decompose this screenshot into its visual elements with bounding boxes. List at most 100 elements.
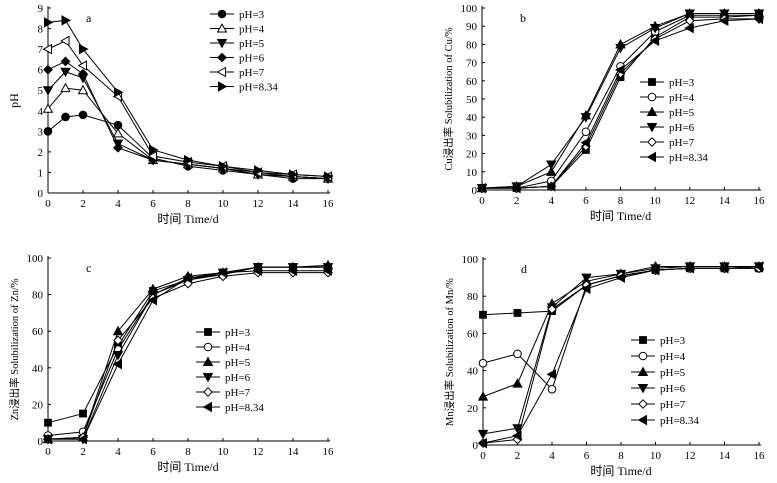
legend-marker	[216, 23, 228, 33]
legend-label: pH=5	[239, 38, 265, 50]
y-tick-label: 100	[461, 3, 478, 15]
legend-label: pH=3	[669, 77, 695, 89]
y-tick-label: 0	[472, 185, 478, 197]
x-tick-label: 2	[80, 198, 86, 210]
data-point	[546, 369, 557, 380]
legend-marker	[637, 383, 649, 394]
legend-label: pH=6	[669, 122, 695, 134]
series-pH=4	[43, 262, 333, 440]
data-point	[580, 137, 590, 148]
panel-b: 0 2 4 6 8 10 12 14 16 0 10 20 30 40 50 60 70 80 90 100 时间 Ti…	[442, 3, 765, 223]
data-point	[649, 35, 660, 47]
y-tick-label: 80	[467, 291, 479, 303]
panel-c: 0 2 4 6 8 10 12 14 16 0 20 40 60 80 100 时间 Time/d Zn浸出率 …	[8, 253, 334, 474]
x-tick-label: 2	[80, 446, 86, 458]
y-tick-label: 0	[473, 440, 479, 452]
y-tick-label: 90	[466, 21, 478, 33]
data-point	[112, 127, 124, 138]
data-point	[476, 182, 487, 194]
legend-marker	[637, 366, 649, 377]
legend: pH=3 pH=4 pH=5 pH=6 pH=7 pH=8.34	[210, 9, 278, 94]
legend-marker	[648, 78, 656, 86]
data-point	[512, 378, 523, 388]
x-tick-label: 6	[584, 450, 590, 462]
data-point	[547, 384, 557, 394]
data-point	[684, 263, 695, 274]
x-tick-label: 12	[253, 198, 264, 210]
series-line	[47, 266, 328, 424]
data-point	[684, 22, 694, 34]
x-tick-label: 2	[515, 450, 521, 462]
series-pH=5	[477, 261, 765, 401]
data-point	[77, 60, 88, 71]
x-tick-label: 14	[288, 198, 300, 210]
y-tick-label: 0	[38, 188, 44, 200]
data-point	[684, 15, 695, 26]
y-tick-label: 80	[32, 290, 44, 302]
y-tick-label: 8	[38, 24, 44, 36]
series-pH=8.34	[477, 261, 764, 449]
legend-marker	[217, 52, 227, 63]
series-line	[48, 266, 328, 440]
legend-label: pH=4	[239, 24, 265, 36]
data-point	[113, 120, 123, 130]
data-point	[512, 430, 522, 441]
y-tick-label: 100	[462, 254, 479, 266]
data-point	[477, 429, 489, 440]
x-tick-label: 0	[480, 450, 486, 462]
data-point	[650, 264, 660, 276]
data-point	[753, 9, 765, 19]
data-point	[217, 267, 228, 278]
panel-label: b	[520, 11, 526, 25]
data-point	[718, 15, 729, 26]
legend-label: pH=3	[239, 9, 265, 21]
series-pH=3	[478, 11, 763, 193]
data-point	[43, 17, 54, 28]
panel-label: d	[521, 262, 527, 276]
data-point	[112, 350, 124, 361]
legend-label: pH=8.34	[225, 402, 264, 414]
y-tick-label: 2	[38, 147, 44, 159]
panel-label: c	[86, 261, 91, 275]
data-point	[44, 418, 52, 427]
y-tick-label: 4	[38, 106, 44, 118]
y-axis-title: pH	[7, 93, 21, 108]
data-point	[479, 310, 487, 319]
data-point	[512, 424, 523, 434]
series-line	[482, 265, 760, 444]
data-point	[545, 181, 556, 192]
data-point	[322, 265, 333, 277]
legend-label: pH=6	[660, 383, 686, 395]
x-axis-title: 时间 Time/d	[157, 460, 218, 474]
legend-marker	[638, 399, 648, 409]
y-tick-label: 70	[466, 58, 478, 70]
x-axis-title: 时间 Time/d	[590, 464, 651, 478]
x-tick-label: 8	[618, 195, 624, 207]
y-tick-label: 60	[466, 76, 478, 88]
legend-marker	[647, 137, 657, 147]
legend-label: pH=6	[225, 372, 251, 384]
data-point	[112, 325, 124, 336]
x-tick-label: 10	[650, 195, 662, 207]
y-tick-label: 6	[38, 65, 44, 77]
x-tick-label: 12	[253, 446, 264, 458]
legend-label: pH=4	[225, 342, 251, 354]
data-point	[60, 56, 71, 67]
x-tick-label: 0	[45, 446, 51, 458]
y-tick-label: 40	[466, 112, 478, 124]
data-point	[61, 15, 71, 26]
y-tick-label: 80	[466, 39, 478, 51]
y-axis-title: Zn浸出率 Solubilization of Zn/%	[8, 278, 21, 420]
data-point	[477, 437, 488, 449]
data-point	[684, 9, 695, 19]
data-point	[615, 64, 625, 76]
data-point	[147, 150, 158, 162]
legend-marker	[646, 151, 657, 163]
x-tick-label: 10	[650, 450, 662, 462]
data-point	[78, 68, 88, 79]
series-line	[47, 264, 329, 440]
data-point	[323, 171, 334, 182]
x-tick-label: 16	[323, 198, 335, 210]
